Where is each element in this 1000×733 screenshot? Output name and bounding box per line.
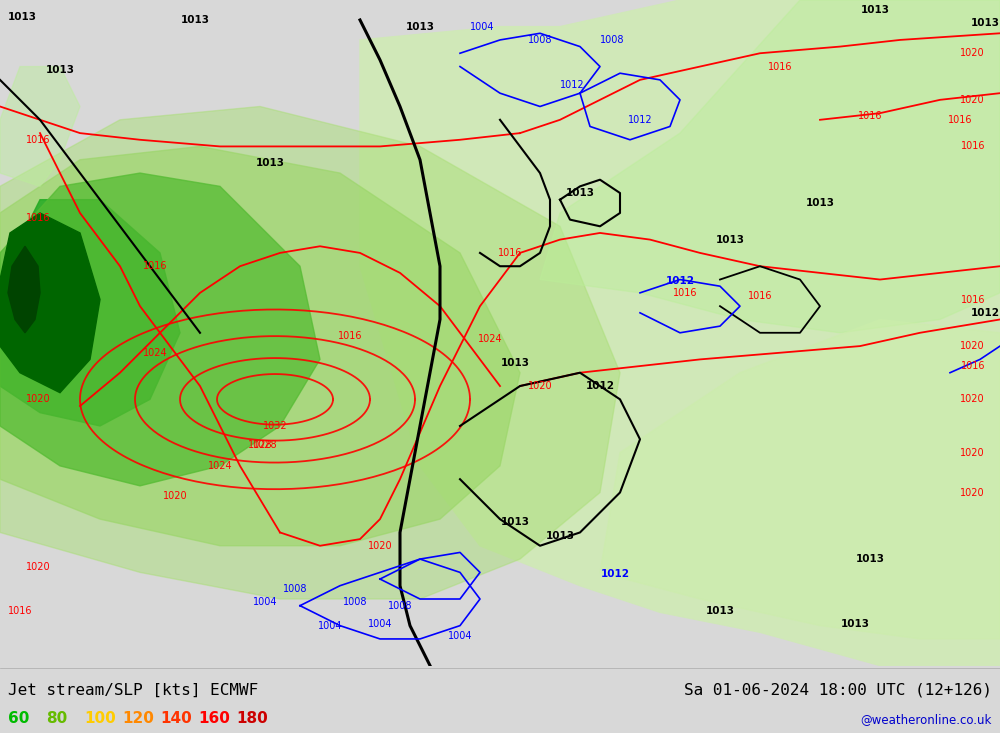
Text: 1028: 1028 [253, 440, 277, 449]
Text: 1004: 1004 [448, 630, 472, 641]
Text: 1008: 1008 [343, 597, 367, 608]
Text: 1020: 1020 [960, 448, 985, 457]
Text: 1016: 1016 [768, 62, 792, 72]
Text: 1013: 1013 [566, 188, 594, 198]
Text: 1016: 1016 [26, 135, 50, 145]
Text: 1008: 1008 [283, 584, 307, 594]
Text: 1008: 1008 [600, 35, 624, 45]
Polygon shape [560, 80, 680, 147]
Text: 80: 80 [46, 711, 67, 726]
Text: 1016: 1016 [26, 213, 50, 224]
Text: 1016: 1016 [948, 115, 972, 125]
Text: 1020: 1020 [960, 394, 985, 405]
Text: 1020: 1020 [960, 487, 985, 498]
Text: 1016: 1016 [748, 291, 772, 301]
Text: 1013: 1013 [706, 606, 734, 616]
Text: 1013: 1013 [180, 15, 210, 25]
Text: 1032: 1032 [263, 421, 287, 431]
Text: 1016: 1016 [8, 606, 32, 616]
Text: 1013: 1013 [806, 198, 834, 208]
Text: 1016: 1016 [673, 288, 697, 298]
Text: 1012: 1012 [628, 115, 652, 125]
Text: 1020: 1020 [163, 491, 187, 501]
Text: 1013: 1013 [840, 619, 870, 630]
Text: 1004: 1004 [253, 597, 277, 608]
Text: 1012: 1012 [560, 80, 584, 90]
Polygon shape [0, 173, 320, 486]
Polygon shape [600, 320, 1000, 639]
Text: 1024: 1024 [208, 461, 232, 471]
Text: 60: 60 [8, 711, 29, 726]
Text: 1008: 1008 [528, 35, 552, 45]
Text: 1013: 1013 [46, 65, 74, 75]
Text: 1016: 1016 [338, 331, 362, 341]
Text: 1020: 1020 [960, 341, 985, 351]
Text: 1008: 1008 [388, 600, 412, 611]
Text: 1020: 1020 [960, 48, 985, 58]
Text: 1012: 1012 [970, 308, 1000, 318]
Text: 1016: 1016 [143, 261, 167, 271]
Text: 1016: 1016 [960, 361, 985, 371]
Text: 1013: 1013 [546, 531, 574, 541]
Text: 1016: 1016 [960, 141, 985, 152]
Polygon shape [0, 213, 100, 393]
Text: 1012: 1012 [600, 569, 630, 579]
Polygon shape [360, 119, 440, 186]
Text: 1012: 1012 [666, 276, 694, 286]
Text: 1020: 1020 [26, 562, 50, 572]
Text: 120: 120 [122, 711, 154, 726]
Text: 1020: 1020 [368, 541, 392, 550]
Polygon shape [8, 246, 40, 333]
Text: 1013: 1013 [406, 21, 434, 32]
Text: 1004: 1004 [470, 21, 494, 32]
Polygon shape [540, 0, 1000, 333]
Text: 160: 160 [198, 711, 230, 726]
Text: 1024: 1024 [478, 334, 502, 345]
Text: 1024: 1024 [143, 347, 167, 358]
Text: 1013: 1013 [8, 12, 37, 22]
Text: 1016: 1016 [858, 111, 882, 122]
Polygon shape [0, 67, 80, 186]
Text: @weatheronline.co.uk: @weatheronline.co.uk [861, 713, 992, 726]
Text: 1012: 1012 [586, 381, 614, 391]
Text: 1016: 1016 [498, 248, 522, 258]
Text: 1013: 1013 [716, 235, 744, 245]
Polygon shape [0, 106, 620, 599]
Text: 1028: 1028 [248, 440, 272, 449]
Text: 1020: 1020 [26, 394, 50, 405]
Text: 1013: 1013 [856, 554, 885, 564]
Text: Sa 01-06-2024 18:00 UTC (12+126): Sa 01-06-2024 18:00 UTC (12+126) [684, 682, 992, 697]
Text: 1013: 1013 [860, 5, 890, 15]
Text: 1013: 1013 [970, 18, 1000, 29]
Text: 1020: 1020 [528, 381, 552, 391]
Polygon shape [360, 0, 1000, 666]
Text: 1004: 1004 [318, 621, 342, 630]
Text: 1013: 1013 [501, 358, 530, 368]
Text: 180: 180 [236, 711, 268, 726]
Text: Jet stream/SLP [kts] ECMWF: Jet stream/SLP [kts] ECMWF [8, 682, 258, 697]
Polygon shape [0, 147, 520, 546]
Text: 1004: 1004 [368, 619, 392, 630]
Text: 1013: 1013 [256, 158, 285, 168]
Text: 1013: 1013 [501, 517, 530, 528]
Text: 1020: 1020 [960, 95, 985, 105]
Text: 100: 100 [84, 711, 116, 726]
Text: 1016: 1016 [960, 295, 985, 304]
Text: 140: 140 [160, 711, 192, 726]
Polygon shape [0, 199, 180, 426]
